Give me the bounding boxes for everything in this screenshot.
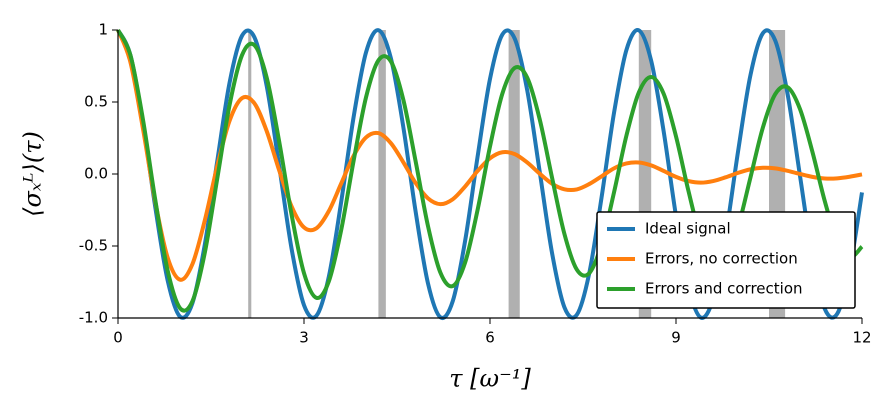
x-tick-label: 3 [299, 329, 309, 347]
shaded-region [378, 30, 386, 318]
x-tick-label: 0 [113, 329, 123, 347]
shaded-region [508, 30, 520, 318]
y-tick-label: -0.5 [79, 237, 108, 255]
x-tick-label: 12 [852, 329, 871, 347]
legend-frame [596, 211, 856, 309]
legend: Ideal signal Errors, no correction Errors … [596, 211, 856, 309]
y-tick-label: -1.0 [79, 309, 108, 327]
y-axis-label: ⟨σₓᴸ⟩(τ) [19, 131, 47, 217]
shaded-region [248, 30, 252, 318]
data-line [116, 28, 864, 320]
data-line [116, 29, 863, 282]
x-tick-label: 9 [671, 329, 681, 347]
tick-layer: 0 3 6 9 12 -1.0 -0.5 0.0 0.5 1 [79, 21, 872, 347]
x-tick-label: 6 [485, 329, 495, 347]
x-axis-label: τ [ω⁻¹] [449, 365, 531, 393]
legend-label: Ideal signal [645, 220, 731, 238]
y-tick-label: 1 [98, 21, 108, 39]
legend-label: Errors and correction [645, 280, 803, 298]
y-tick-label: 0.5 [84, 93, 108, 111]
y-tick-label: 0.0 [84, 165, 108, 183]
legend-label: Errors, no correction [645, 250, 798, 268]
